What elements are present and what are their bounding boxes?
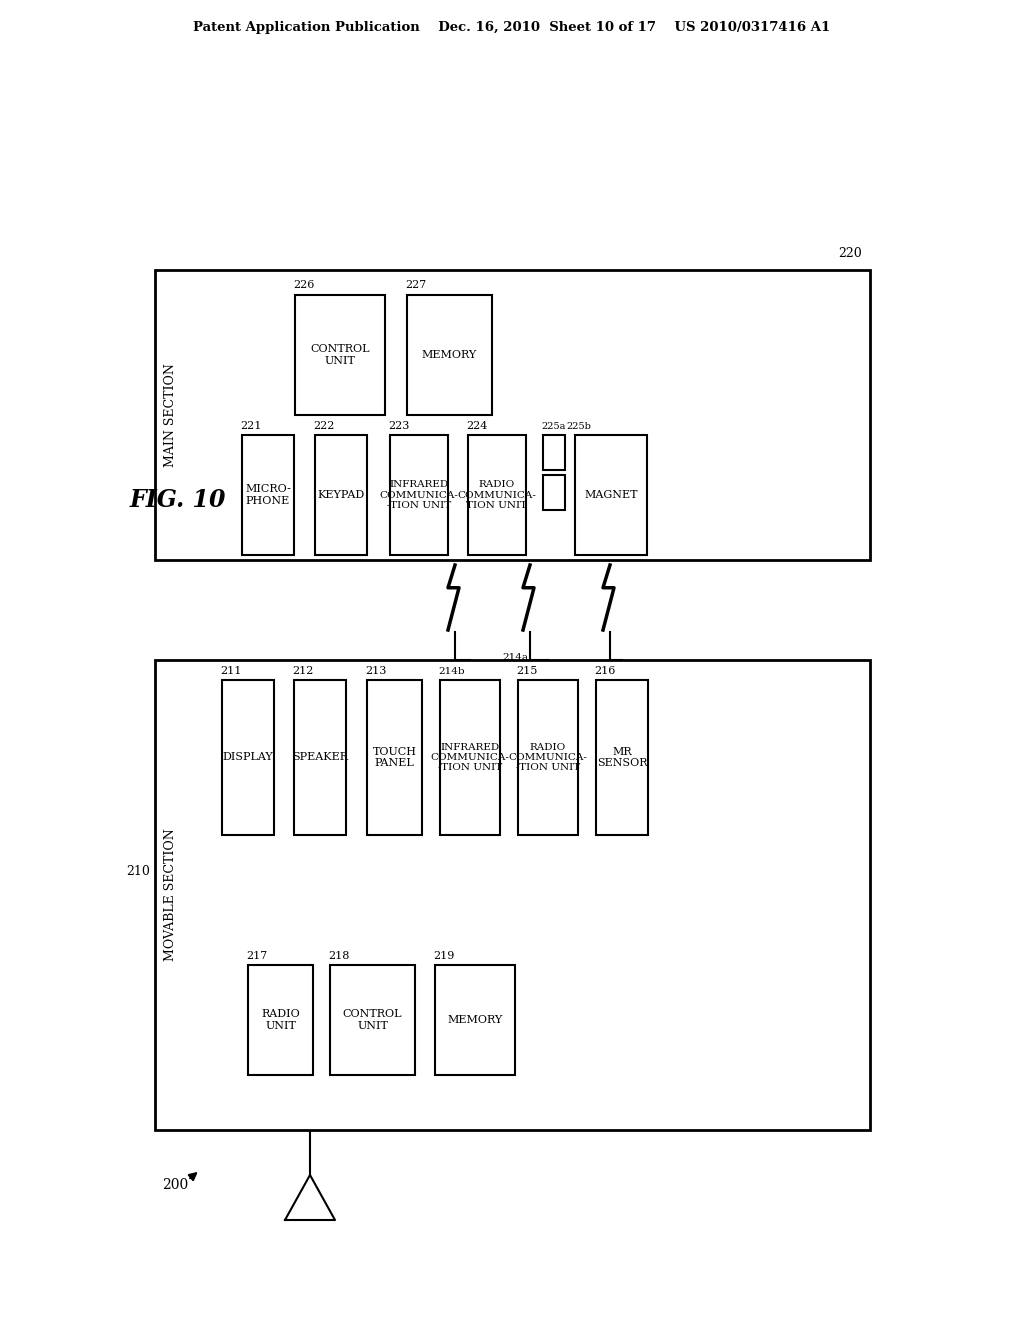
Text: FIG. 10: FIG. 10: [130, 488, 226, 512]
Text: CONTROL
UNIT: CONTROL UNIT: [343, 1010, 402, 1031]
Text: 223: 223: [388, 421, 410, 432]
Text: MR
SENSOR: MR SENSOR: [597, 747, 647, 768]
Text: 216: 216: [594, 667, 615, 676]
Bar: [518, 680, 578, 836]
Text: INFRARED
COMMUNICA-
-TION UNIT: INFRARED COMMUNICA- -TION UNIT: [430, 743, 509, 772]
Bar: [543, 436, 565, 470]
Text: TOUCH
PANEL: TOUCH PANEL: [373, 747, 417, 768]
Text: 218: 218: [328, 950, 349, 961]
Text: 214a: 214a: [502, 653, 528, 663]
Bar: [222, 680, 274, 836]
Text: MEMORY: MEMORY: [447, 1015, 503, 1026]
Bar: [295, 294, 385, 414]
Text: 212: 212: [292, 667, 313, 676]
Text: MICRO-
PHONE: MICRO- PHONE: [245, 484, 291, 506]
Text: 225b: 225b: [566, 422, 591, 432]
Bar: [155, 271, 870, 560]
Bar: [390, 436, 449, 554]
Bar: [367, 680, 422, 836]
Text: 214b: 214b: [438, 667, 465, 676]
Text: INFRARED
COMMUNICA-
-TION UNIT: INFRARED COMMUNICA- -TION UNIT: [380, 480, 459, 510]
Text: 221: 221: [240, 421, 261, 432]
Bar: [440, 680, 500, 836]
Text: 217: 217: [246, 950, 267, 961]
Text: 213: 213: [365, 667, 386, 676]
Bar: [596, 680, 648, 836]
Bar: [242, 436, 294, 554]
Text: 210: 210: [126, 865, 150, 878]
Text: MAIN SECTION: MAIN SECTION: [164, 363, 176, 467]
Text: 222: 222: [313, 421, 335, 432]
Text: KEYPAD: KEYPAD: [317, 490, 365, 500]
Text: MEMORY: MEMORY: [422, 350, 477, 360]
Text: RADIO
UNIT: RADIO UNIT: [261, 1010, 300, 1031]
Bar: [155, 660, 870, 1130]
Text: 215: 215: [516, 667, 538, 676]
Text: 226: 226: [293, 280, 314, 290]
Bar: [248, 965, 313, 1074]
Text: 200: 200: [162, 1177, 188, 1192]
Text: 211: 211: [220, 667, 242, 676]
Text: MOVABLE SECTION: MOVABLE SECTION: [164, 829, 176, 961]
Text: 220: 220: [839, 247, 862, 260]
Text: DISPLAY: DISPLAY: [222, 752, 273, 763]
Text: 219: 219: [433, 950, 455, 961]
Bar: [294, 680, 346, 836]
Bar: [575, 436, 647, 554]
Text: MAGNET: MAGNET: [585, 490, 638, 500]
Bar: [315, 436, 367, 554]
Bar: [435, 965, 515, 1074]
Text: RADIO
COMMUNICA-
-TION UNIT: RADIO COMMUNICA- -TION UNIT: [509, 743, 588, 772]
Text: 225a: 225a: [541, 422, 565, 432]
Text: 227: 227: [406, 280, 426, 290]
Bar: [330, 965, 415, 1074]
Text: 224: 224: [466, 421, 487, 432]
Text: Patent Application Publication    Dec. 16, 2010  Sheet 10 of 17    US 2010/03174: Patent Application Publication Dec. 16, …: [194, 21, 830, 34]
Text: CONTROL
UNIT: CONTROL UNIT: [310, 345, 370, 366]
Bar: [468, 436, 526, 554]
Text: RADIO
COMMUNICA-
TION UNIT: RADIO COMMUNICA- TION UNIT: [458, 480, 537, 510]
Bar: [407, 294, 492, 414]
Text: SPEAKER: SPEAKER: [292, 752, 348, 763]
Bar: [543, 475, 565, 510]
